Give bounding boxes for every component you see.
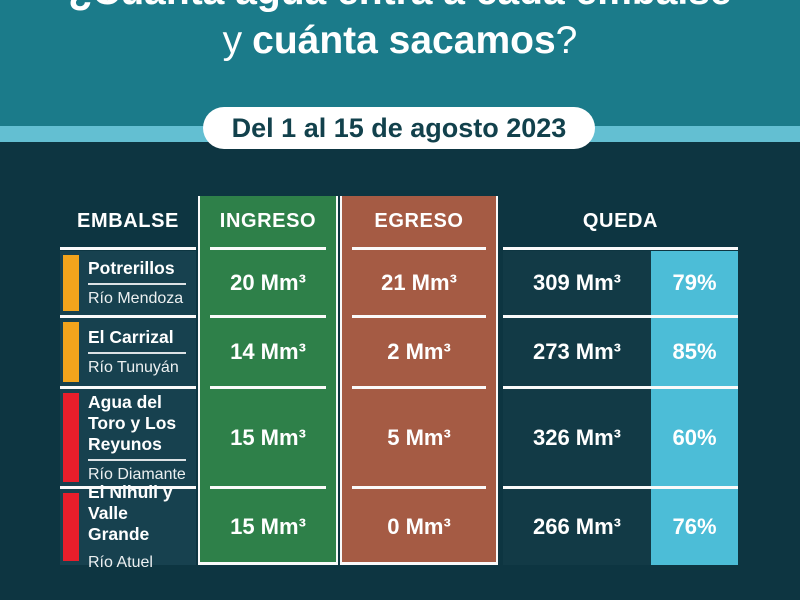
row-separator	[210, 315, 326, 318]
row-separator	[60, 486, 196, 489]
header-band	[0, 0, 800, 126]
ingreso-value-row2: 14 Mm³	[230, 339, 306, 364]
reservoir-name: Agua del Toro y Los Reyunos	[88, 391, 177, 454]
queda-header-underline	[503, 247, 738, 250]
title-line1-clipped: ¿Cuánta agua entra a cada embalse	[0, 0, 800, 16]
queda-volume-row2: 273 Mm³	[532, 339, 622, 364]
column-header-queda: QUEDA	[582, 210, 659, 232]
accent-bar-orange	[63, 322, 79, 382]
column-header-embalse: EMBALSE	[77, 210, 179, 232]
accent-bar-red	[63, 493, 79, 561]
row-separator	[210, 386, 326, 389]
row-separator	[503, 486, 738, 489]
row-separator	[503, 386, 738, 389]
queda-volume-row4: 266 Mm³	[532, 514, 622, 539]
ingreso-header-underline	[210, 247, 326, 250]
river-name: Río Atuel	[88, 554, 153, 571]
egreso-column	[340, 196, 498, 565]
queda-percent-row3: 60%	[672, 424, 717, 450]
title-line2-suffix: ?	[555, 19, 578, 62]
reservoir-name: El Nihuil y Valle Grande	[88, 482, 173, 544]
river-name: Río Mendoza	[88, 290, 184, 307]
column-header-egreso: EGRESO	[374, 210, 464, 232]
name-underline	[88, 352, 186, 354]
queda-volume-row1: 309 Mm³	[532, 270, 622, 295]
title-line2-prefix: y	[222, 19, 243, 62]
row-separator	[210, 486, 326, 489]
row-separator	[60, 315, 196, 318]
queda-percent-row1: 79%	[672, 270, 717, 295]
queda-percent-row4: 76%	[672, 514, 717, 539]
reservoir-name: Potrerillos	[88, 258, 175, 278]
title-line2-bold: cuánta sacamos	[252, 19, 556, 62]
accent-bar-red	[63, 393, 79, 482]
row-separator	[352, 486, 486, 489]
reservoir-name: El Carrizal	[88, 327, 174, 347]
queda-percent-row2: 85%	[672, 339, 717, 364]
accent-bar-orange	[63, 255, 79, 311]
column-header-ingreso: INGRESO	[219, 210, 317, 232]
name-underline	[88, 458, 186, 461]
reservoir-cell-el-nihuil: El Nihuil y Valle Grande Río Atuel	[60, 482, 196, 571]
river-name: Río Diamante	[88, 465, 186, 483]
egreso-value-row1: 21 Mm³	[381, 270, 457, 295]
egreso-value-row3: 5 Mm³	[387, 424, 451, 450]
ingreso-value-row3: 15 Mm³	[230, 424, 306, 450]
river-name: Río Tunuyán	[88, 359, 179, 376]
reservoir-cell-el-carrizal: El Carrizal Río Tunuyán	[60, 318, 196, 386]
ingreso-column	[198, 196, 338, 565]
title-line2: y cuánta sacamos?	[0, 16, 800, 65]
row-separator	[352, 386, 486, 389]
egreso-value-row2: 2 Mm³	[387, 339, 451, 364]
page-title: ¿Cuánta agua entra a cada embalse ycuánt…	[0, 0, 800, 65]
queda-volume-row3: 326 Mm³	[532, 424, 622, 450]
date-badge: Del 1 al 15 de agosto 2023	[203, 107, 595, 149]
egreso-header-underline	[352, 247, 486, 250]
queda-percent-bar	[651, 251, 738, 565]
reservoir-cell-potrerillos: Potrerillos Río Mendoza	[60, 251, 196, 315]
row-separator	[503, 315, 738, 318]
ingreso-value-row1: 20 Mm³	[230, 270, 306, 295]
embalse-header-underline	[60, 247, 196, 250]
name-underline	[88, 283, 186, 285]
ingreso-value-row4: 15 Mm³	[230, 514, 306, 539]
row-separator	[60, 386, 196, 389]
egreso-value-row4: 0 Mm³	[387, 514, 451, 539]
date-badge-label: Del 1 al 15 de agosto 2023	[231, 112, 567, 143]
row-separator	[352, 315, 486, 318]
reservoir-cell-agua-del-toro: Agua del Toro y Los Reyunos Río Diamante	[60, 389, 196, 486]
